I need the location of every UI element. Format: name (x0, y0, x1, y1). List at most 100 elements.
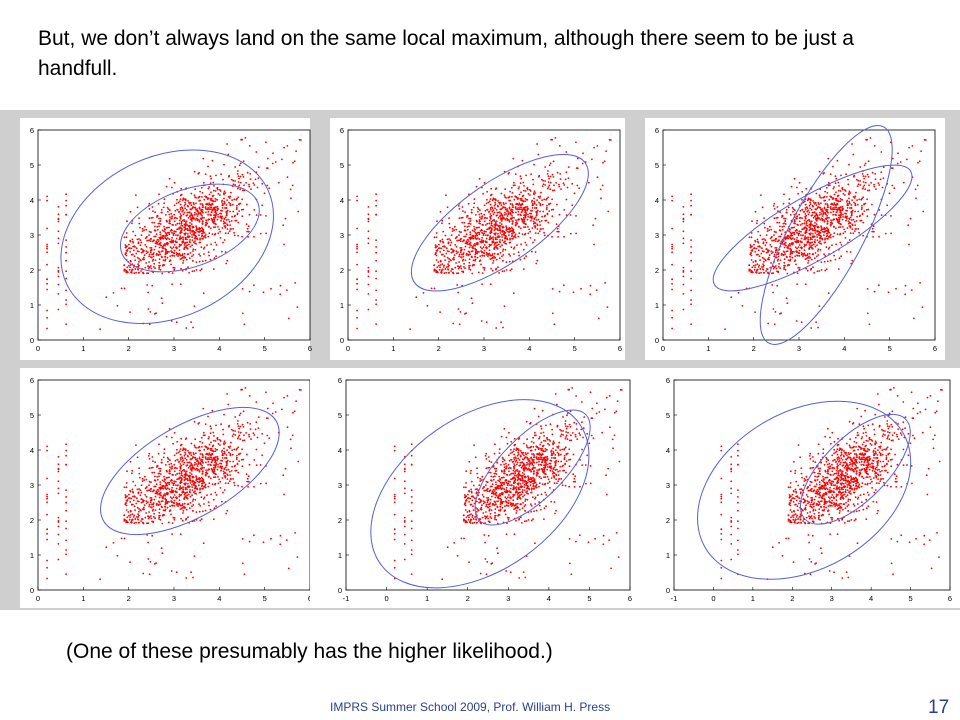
data-point (527, 213, 529, 216)
data-point (499, 201, 502, 204)
data-point (190, 463, 193, 466)
data-point (808, 226, 811, 229)
data-point (180, 187, 183, 190)
data-point (155, 562, 158, 564)
data-point (472, 247, 475, 250)
data-point (57, 543, 60, 545)
data-point (524, 215, 527, 218)
data-point (180, 437, 183, 440)
data-point (214, 241, 217, 244)
data-point (241, 562, 244, 565)
data-point (132, 245, 134, 248)
data-point (817, 250, 819, 252)
data-point (283, 243, 285, 246)
data-point (241, 288, 244, 290)
data-point (749, 244, 752, 246)
data-point (235, 208, 238, 211)
data-point (171, 254, 174, 257)
data-point (441, 222, 443, 225)
data-point (188, 461, 191, 464)
data-point (530, 219, 532, 222)
data-point (548, 164, 551, 167)
data-point (756, 222, 758, 225)
data-point (469, 253, 471, 256)
data-point (179, 226, 182, 229)
data-point (198, 477, 201, 479)
data-point (468, 217, 470, 220)
data-point (169, 466, 171, 468)
data-point (175, 487, 178, 490)
data-point (185, 245, 187, 248)
data-point (473, 198, 476, 201)
data-point (830, 219, 832, 221)
data-point (463, 248, 466, 251)
data-point (855, 178, 858, 181)
data-point (801, 190, 804, 193)
data-point (839, 233, 841, 236)
data-point (133, 255, 136, 258)
data-point (240, 208, 243, 211)
data-point (173, 470, 176, 473)
data-point (682, 220, 685, 223)
data-point (576, 184, 579, 187)
data-point (186, 241, 189, 244)
data-point (842, 213, 844, 216)
data-point (671, 309, 673, 312)
data-point (455, 228, 458, 231)
data-point (502, 248, 505, 251)
data-point (835, 217, 838, 220)
data-point (193, 194, 196, 197)
data-point (536, 199, 538, 201)
data-point (208, 436, 211, 438)
data-point (212, 439, 215, 442)
data-point (210, 461, 213, 464)
data-point (154, 245, 157, 248)
data-point (502, 202, 505, 204)
data-point (508, 207, 511, 210)
data-point (200, 246, 203, 249)
data-point (192, 456, 194, 458)
data-point (797, 240, 800, 243)
data-point (848, 221, 851, 224)
data-point (755, 270, 758, 272)
y-tick-label: 3 (30, 481, 34, 490)
data-point (189, 222, 191, 224)
data-point (816, 234, 818, 236)
data-point (847, 192, 850, 195)
data-point (208, 468, 211, 471)
data-point (182, 486, 185, 488)
data-point (181, 253, 184, 255)
data-point (159, 503, 162, 506)
data-point (155, 242, 158, 244)
data-point (65, 193, 67, 196)
data-point (468, 268, 470, 270)
data-point (158, 486, 161, 489)
data-point (690, 239, 692, 241)
data-point (213, 218, 216, 221)
data-point (505, 243, 508, 245)
data-point (186, 246, 188, 249)
data-point (46, 566, 48, 569)
data-point (225, 454, 228, 456)
data-point (789, 214, 792, 216)
data-point (444, 234, 447, 237)
data-point (446, 206, 449, 209)
data-point (215, 462, 218, 465)
data-point (791, 256, 794, 259)
data-point (140, 491, 143, 494)
data-point (783, 266, 786, 269)
data-point (768, 256, 770, 259)
data-point (241, 235, 243, 238)
data-point (499, 245, 502, 248)
data-point (576, 157, 579, 160)
data-point (223, 163, 225, 166)
data-point (457, 272, 460, 275)
data-point (557, 236, 559, 238)
data-point (496, 224, 499, 226)
data-point (459, 240, 462, 242)
data-point (238, 203, 241, 205)
data-point (806, 241, 809, 243)
data-point (468, 258, 471, 261)
data-point (148, 484, 150, 486)
data-point (542, 179, 545, 182)
